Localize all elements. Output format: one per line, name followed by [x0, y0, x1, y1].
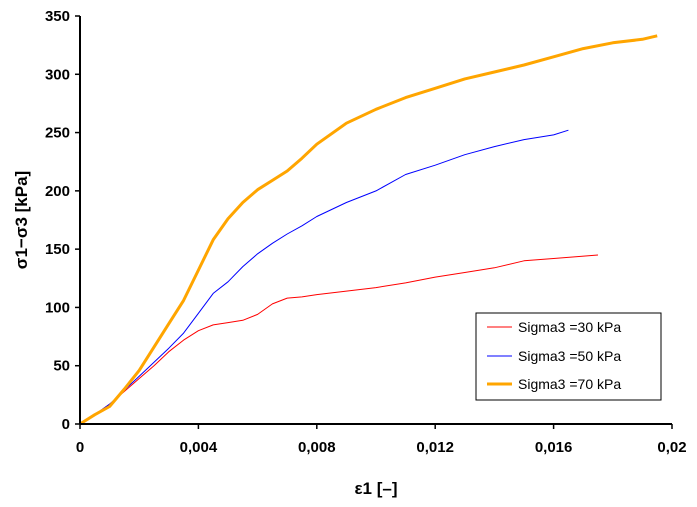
x-axis-ticks: 0 0,004 0,008 0,012 0,016 0,02	[76, 424, 687, 456]
series-line-1	[79, 254, 599, 425]
y-tick-label: 100	[45, 299, 70, 316]
y-tick-label: 300	[45, 66, 70, 83]
legend-label-70kpa: Sigma3 =70 kPa	[518, 376, 621, 392]
y-tick-label: 250	[45, 125, 70, 142]
x-tick-label: 0	[76, 439, 84, 456]
y-tick-label: 350	[45, 8, 70, 25]
y-axis-title: σ1−σ3 [kPa]	[12, 171, 31, 269]
series-line-3	[79, 34, 658, 426]
legend-label-50kpa: Sigma3 =50 kPa	[518, 348, 621, 364]
x-tick-label: 0,016	[535, 439, 573, 456]
y-tick-label: 0	[62, 416, 70, 433]
x-tick-label: 0,012	[416, 439, 454, 456]
x-tick-label: 0,008	[298, 439, 336, 456]
legend: Sigma3 =30 kPa Sigma3 =50 kPa Sigma3 =70…	[475, 312, 662, 401]
y-tick-label: 150	[45, 241, 70, 258]
x-axis-title: ε1 [–]	[354, 479, 397, 498]
legend-label-30kpa: Sigma3 =30 kPa	[518, 319, 621, 335]
series-line-2	[79, 129, 569, 425]
y-axis-ticks: 0 50 100 150 200 250 300 350	[45, 8, 80, 433]
y-tick-label: 50	[53, 358, 70, 375]
x-tick-label: 0,02	[657, 439, 686, 456]
x-tick-label: 0,004	[180, 439, 218, 456]
y-tick-label: 200	[45, 183, 70, 200]
plot-lines	[79, 34, 658, 426]
